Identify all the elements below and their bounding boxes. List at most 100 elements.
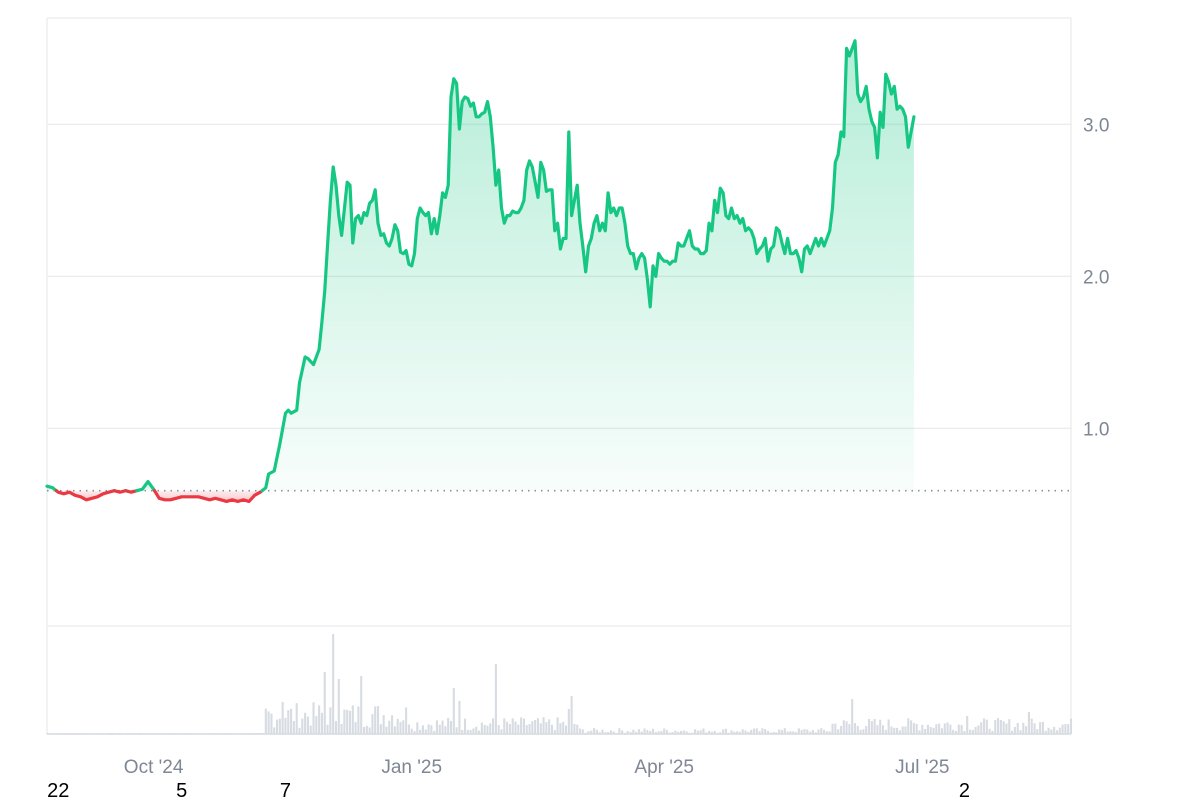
volume-bar [640, 731, 643, 734]
volume-bar [405, 707, 408, 734]
volume-bar [360, 676, 363, 734]
volume-bar [660, 730, 663, 734]
volume-bar [287, 710, 290, 734]
volume-bar [952, 729, 955, 734]
volume-bar [924, 728, 927, 734]
price-lines [45, 39, 916, 503]
volume-bar [876, 725, 879, 734]
volume-bar [848, 724, 851, 734]
volume-bar [65, 733, 68, 734]
volume-bar [696, 730, 699, 734]
volume-bar [800, 729, 803, 734]
volume-bar [379, 724, 382, 734]
volume-bar [570, 696, 573, 734]
volume-bar [146, 733, 150, 734]
volume-bar [59, 733, 63, 734]
volume-bar [368, 727, 371, 734]
volume-bar [932, 727, 935, 734]
volume-bar [663, 728, 666, 734]
volume-bar [329, 707, 332, 734]
volume-bar [76, 733, 79, 734]
volume-bar [233, 733, 237, 734]
volume-bar [867, 719, 871, 734]
volume-bar [609, 730, 612, 734]
volume-bar [573, 723, 576, 734]
volume-bar [988, 728, 991, 734]
volume-bar [556, 717, 559, 734]
volume-bar [419, 729, 422, 734]
volume-bar [820, 728, 823, 734]
volume-bar [1030, 718, 1033, 734]
volume-bar [534, 719, 537, 734]
volume-bar [865, 726, 868, 734]
volume-bar [371, 714, 374, 734]
volume-bar [217, 733, 220, 734]
volume-bar [578, 728, 582, 734]
volume-bar [811, 730, 814, 734]
volume-bar [862, 729, 865, 734]
volume-bar [458, 701, 461, 734]
volume-bar [396, 718, 399, 734]
volume-bar [486, 725, 489, 734]
volume-bar [831, 723, 834, 734]
volume-bar [438, 724, 441, 734]
volume-bar [351, 705, 354, 734]
x-tick-label: Jan '25 [381, 757, 442, 778]
x-axis-ticks: Oct '24 Jan '25 Apr '25 Jul '25 [124, 757, 950, 778]
volume-bar [954, 730, 958, 734]
volume-bar [646, 730, 649, 734]
volume-bar [315, 716, 318, 734]
volume-bar [247, 733, 251, 734]
volume-bar [309, 725, 312, 734]
volume-bar [935, 724, 938, 734]
volume-bar [407, 724, 410, 734]
volume-bar [674, 730, 677, 734]
volume-bar [926, 724, 929, 734]
volume-bar [90, 733, 93, 734]
volume-bar [792, 731, 795, 734]
volume-bar [1033, 723, 1036, 734]
volume-bar [228, 733, 231, 734]
volume-bar [340, 723, 343, 734]
volume-bar [713, 731, 716, 734]
volume-bar [651, 728, 655, 734]
volume-bar [842, 720, 845, 734]
volume-bar [494, 664, 497, 734]
volume-bar [357, 706, 360, 734]
volume-bar [362, 727, 366, 734]
volume-bar [189, 733, 192, 734]
price-area-fills [47, 40, 914, 502]
volume-bar [943, 723, 946, 734]
volume-bar [250, 733, 253, 734]
volume-bar [755, 728, 758, 734]
y-tick-label: 2.0 [1083, 267, 1109, 288]
volume-bar [205, 733, 208, 734]
volume-bar [564, 725, 568, 734]
volume-bar [54, 733, 57, 734]
volume-bar [736, 731, 739, 734]
volume-bar [273, 727, 276, 734]
volume-bar [68, 733, 71, 734]
volume-bar [963, 730, 966, 734]
volume-bar [149, 733, 152, 734]
volume-bar [497, 725, 500, 734]
volume-bar [320, 712, 323, 734]
volume-bar [475, 726, 478, 734]
volume-bar [267, 711, 270, 734]
volume-bar [971, 729, 974, 734]
volume-bar [682, 730, 685, 734]
volume-bar [851, 699, 854, 734]
volume-bar [1067, 724, 1070, 734]
volume-bar [668, 732, 671, 734]
volume-bar [180, 733, 183, 734]
area-above-baseline-8 [262, 40, 914, 491]
volume-bar [382, 715, 385, 734]
volume-bar [74, 733, 77, 734]
volume-bar [839, 725, 843, 734]
stray-label: 5 [176, 780, 187, 800]
volume-bar [741, 729, 744, 734]
volume-bar [160, 733, 164, 734]
volume-bar [761, 728, 764, 734]
volume-bar [677, 731, 680, 734]
volume-bar [503, 718, 506, 734]
